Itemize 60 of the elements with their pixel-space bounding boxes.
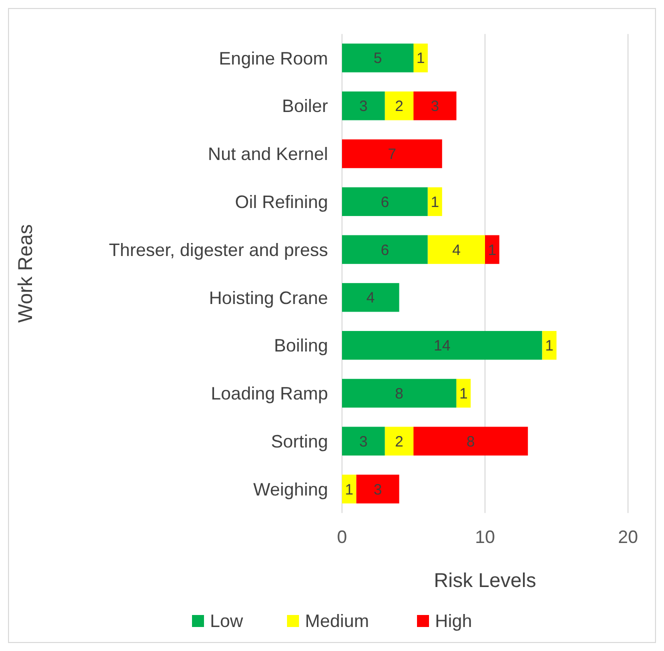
- legend-label: High: [435, 611, 472, 631]
- y-tick-label: Oil Refining: [234, 192, 328, 212]
- data-label: 8: [466, 433, 475, 450]
- y-tick-label: Threser, digester and press: [108, 240, 328, 260]
- bar: [384, 426, 414, 456]
- bar: [342, 44, 414, 72]
- y-tick-label: Sorting: [270, 431, 328, 452]
- y-tick-label: Hoisting Crane: [208, 288, 328, 308]
- data-label: 14: [434, 338, 450, 355]
- data-label: 6: [380, 242, 390, 259]
- bar: [342, 426, 385, 456]
- bar: [414, 91, 456, 120]
- data-label: 1: [416, 50, 425, 68]
- data-label: 2: [395, 433, 404, 450]
- y-tick-label: Loading Ramp: [210, 384, 328, 404]
- data-label: 2: [395, 98, 404, 116]
- bar: [342, 378, 456, 408]
- y-axis-title: Work Reas: [15, 224, 37, 323]
- bar: [342, 235, 428, 264]
- bar: [456, 378, 471, 408]
- data-label: 3: [430, 98, 440, 116]
- data-label: 3: [359, 433, 368, 450]
- bar: [356, 474, 400, 504]
- legend-label: Medium: [305, 611, 370, 631]
- bar: [342, 283, 400, 312]
- data-label: 1: [545, 338, 554, 355]
- data-label: 7: [388, 146, 396, 163]
- bar: [485, 235, 500, 264]
- x-tick-label: 20: [618, 527, 638, 547]
- bar: [414, 44, 428, 72]
- y-tick-label: Boiler: [282, 96, 328, 116]
- y-tick-label: Engine Room: [218, 48, 328, 68]
- data-label: 8: [395, 386, 404, 402]
- bar: [342, 474, 356, 504]
- y-tick-label: Weighing: [253, 479, 328, 500]
- bar: [414, 426, 528, 456]
- data-label: 6: [380, 194, 390, 211]
- bar: [342, 330, 542, 360]
- bar: [542, 330, 556, 360]
- y-tick-label: Boiling: [274, 336, 328, 356]
- x-tick-label: 0: [336, 527, 348, 547]
- bar: [384, 91, 414, 120]
- x-tick-label: 10: [474, 527, 496, 547]
- data-label: 3: [359, 98, 368, 116]
- bar: [342, 187, 428, 216]
- data-label: 3: [374, 481, 382, 498]
- x-axis-title: Risk Levels: [434, 570, 536, 592]
- data-label: 4: [366, 290, 375, 307]
- data-label: 1: [430, 194, 440, 211]
- bar: [428, 235, 485, 264]
- data-label: 4: [452, 242, 461, 259]
- bar: [428, 187, 442, 216]
- data-label: 1: [459, 386, 468, 402]
- bar: [342, 91, 385, 120]
- bar: [342, 139, 442, 168]
- data-label: 1: [488, 242, 496, 259]
- legend-label: Low: [210, 611, 244, 631]
- data-label: 1: [344, 481, 354, 498]
- data-label: 5: [374, 50, 382, 68]
- y-tick-label: Nut and Kernel: [208, 144, 328, 164]
